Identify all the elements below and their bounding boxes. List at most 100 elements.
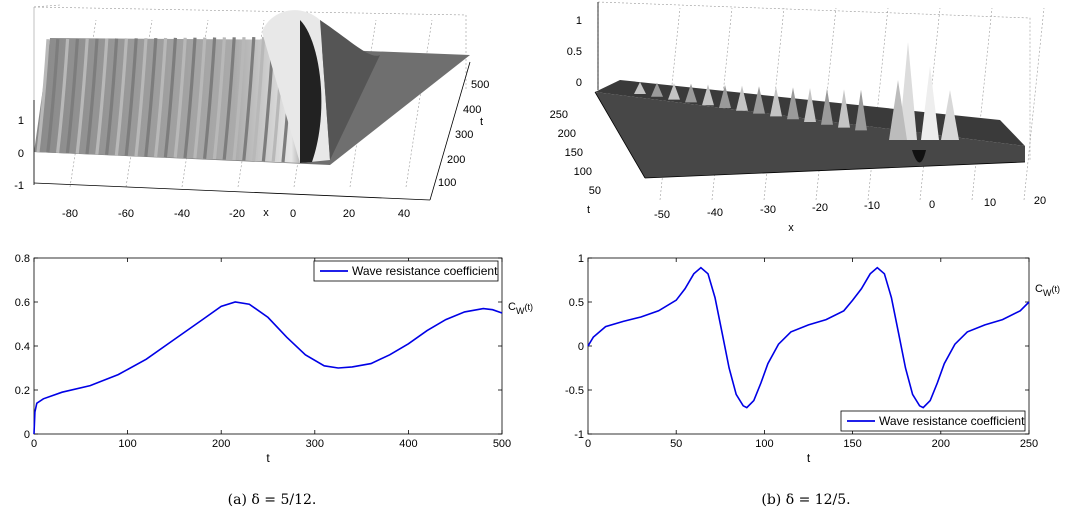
surface-b-t-tick-label: 100	[574, 166, 592, 178]
surface-b-grid-line	[1023, 7, 1045, 201]
surface-b-spike	[855, 89, 867, 131]
surface-a-ripple	[95, 38, 109, 155]
surface-a-ripple	[212, 37, 226, 160]
surface-b-spike	[787, 87, 799, 120]
surface-b-grid-line	[867, 7, 889, 201]
surface-b-t-tick-label: 150	[565, 147, 583, 159]
surface-b-grid-line	[597, 1, 1031, 160]
surface-b-t-axis	[594, 91, 646, 179]
surface-a-x-tick-label: -80	[62, 208, 78, 220]
surface-b-spike	[770, 86, 782, 117]
chart-a-x-tick-label: 500	[493, 438, 511, 450]
surface-a-ripple	[203, 37, 217, 159]
surface-a-ripple	[232, 37, 246, 161]
surface-a-t-tick-label: 500	[471, 79, 489, 91]
chart-a-y-tick-label: 0.4	[15, 341, 30, 353]
chart-b-legend-label: Wave resistance coefficient	[879, 414, 1025, 428]
surface-b-peak	[889, 80, 907, 140]
chart-b-y-axis-label: CW(t)	[1035, 283, 1060, 298]
chart-b-y-tick-label: -0.5	[565, 385, 584, 397]
caption-a: (a) δ = 5/12.	[227, 492, 317, 508]
surface-b-t-tick-label: 50	[589, 185, 601, 197]
surface-a-ripple	[134, 38, 148, 157]
surface-a-x-tick-label: 40	[398, 208, 410, 220]
surface-b-spike	[821, 88, 833, 125]
surface-b-x-tick-label: -20	[812, 202, 828, 214]
chart-a-y-tick-label: 0.8	[15, 253, 30, 265]
chart-b-y-tick-label: -1	[574, 429, 584, 441]
surface-a-z-tick-label: -1	[14, 180, 24, 192]
surface-b-x-tick-label: -40	[707, 207, 723, 219]
surface-b-grid-line	[971, 7, 993, 201]
surface-b-x-tick-label: -30	[760, 204, 776, 216]
surface-a-ripple	[222, 37, 236, 160]
surface-b-peak	[921, 66, 939, 140]
chart-a-x-tick-label: 100	[118, 438, 136, 450]
surface-b-x-tick-label: 0	[929, 199, 935, 211]
surface-a-ripple	[252, 36, 266, 161]
surface-plot-a: -80 -60 -40 -20 0 20 40 x 100 200 300 400 500 t -1 0 1	[14, 4, 489, 220]
chart-a-y-tick-label: 0.2	[15, 385, 30, 397]
chart-a-plot-frame	[33, 257, 503, 435]
surface-a-t-label: t	[480, 116, 483, 128]
surface-a-front-slope	[320, 20, 380, 160]
surface-a-x-axis	[33, 182, 431, 201]
surface-plot-b: -50 -40 -30 -20 -10 0 10 20 x 50 100 150 200 250 t 0 0.5…	[550, 1, 1046, 234]
chart-b-x-tick-label: 0	[585, 438, 591, 450]
chart-a-y-axis-label: CW(t)	[508, 301, 533, 316]
chart-a-y-tick-label: 0.6	[15, 297, 30, 309]
surface-a-t-axis	[429, 61, 471, 201]
surface-a-ripple	[173, 37, 187, 158]
surface-a-trough	[300, 20, 322, 163]
surface-b-spike	[753, 86, 765, 114]
chart-b-x-tick-label: 250	[1020, 438, 1038, 450]
chart-b-x-tick-label: 200	[932, 438, 950, 450]
chart-b-x-axis-label: t	[807, 451, 811, 465]
surface-a-ripple	[85, 38, 99, 155]
caption-b: (b) δ = 12/5.	[761, 492, 851, 508]
surface-b-spike	[651, 82, 663, 97]
surface-a-ripple	[144, 37, 158, 157]
surface-a-ripple	[193, 37, 207, 159]
surface-a-x-tick-label: -20	[229, 208, 245, 220]
surface-b-t-tick-label: 200	[558, 128, 576, 140]
surface-a-x-tick-label: 0	[290, 208, 296, 220]
chart-a-legend-label: Wave resistance coefficient	[352, 264, 498, 278]
chart-a-x-tick-label: 400	[399, 438, 417, 450]
chart-a-y-tick-label: 0	[24, 429, 30, 441]
surface-b-t-label: t	[587, 204, 590, 216]
chart-a-series-line	[33, 301, 503, 435]
surface-a-ripple	[46, 38, 60, 153]
chart-b-plot-frame	[587, 257, 1030, 435]
surface-a-t-tick-label: 200	[447, 154, 465, 166]
surface-a-t-tick-label: 400	[463, 104, 481, 116]
chart-b-x-tick-label: 150	[843, 438, 861, 450]
surface-a-ripple	[65, 38, 79, 154]
surface-b-spike	[736, 85, 748, 111]
surface-a-ripple	[183, 37, 197, 159]
surface-a-grid-line	[405, 19, 433, 188]
chart-a-x-tick-label: 0	[31, 438, 37, 450]
chart-a-legend-box	[313, 260, 499, 282]
surface-b-spike	[838, 89, 850, 128]
line-chart-a: 0 100 200 300 400 500 0 0.2 0.4 0.6 0.8 t CW(t) Wave …	[15, 253, 533, 465]
surface-a-ripple	[36, 39, 50, 153]
chart-b-x-tick-label: 50	[670, 438, 682, 450]
surface-a-ripple	[124, 38, 138, 156]
surface-b-spike	[702, 84, 714, 106]
surface-b-spike	[668, 83, 680, 100]
surface-a-t-tick-label: 300	[455, 129, 473, 141]
surface-b-x-label: x	[788, 222, 794, 234]
surface-a-ripple	[154, 37, 168, 157]
chart-a-x-tick-label: 300	[306, 438, 324, 450]
surface-b-z-tick-label: 0.5	[567, 46, 582, 58]
surface-b-spike	[685, 83, 697, 103]
line-chart-b: 0 50 100 150 200 250 -1 -0.5 0 0.5 1 t CW(t) Wave res…	[565, 253, 1060, 465]
surface-b-z-tick-label: 0	[576, 77, 582, 89]
chart-b-y-tick-label: 0	[578, 341, 584, 353]
surface-a-z-tick-label: 1	[18, 115, 24, 127]
surface-a-ripple	[56, 38, 70, 153]
chart-b-series-line	[587, 266, 1030, 409]
chart-b-y-tick-label: 1	[578, 253, 584, 265]
